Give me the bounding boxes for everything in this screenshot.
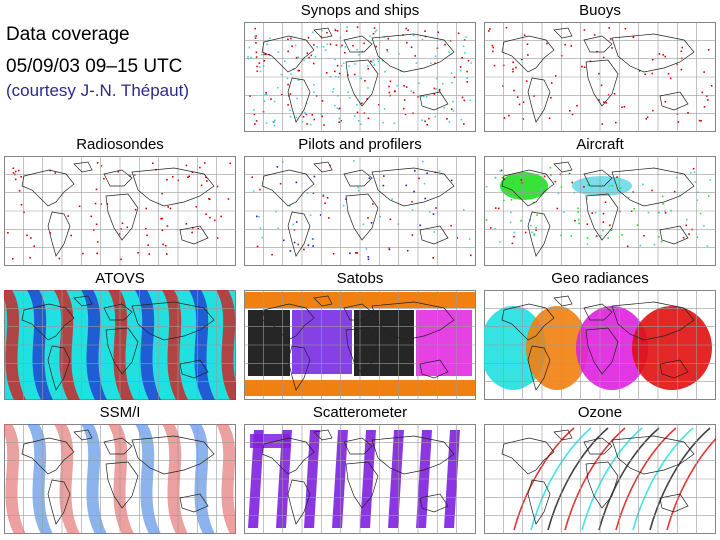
panel-label: Ozone: [577, 404, 623, 421]
courtesy-credit: (courtesy J-.N. Thépaut): [6, 81, 189, 100]
coverage-map: [244, 424, 476, 534]
coverage-map: [484, 424, 716, 534]
coverage-map: [4, 290, 236, 400]
panel-label: Synops and ships: [300, 2, 420, 19]
coverage-map: [484, 156, 716, 266]
coverage-map: [4, 156, 236, 266]
coverage-map: [484, 22, 716, 132]
panel-label: Satobs: [336, 270, 384, 287]
panel-label: Aircraft: [576, 136, 624, 153]
coverage-map: [4, 424, 236, 534]
coverage-map: [244, 22, 476, 132]
coverage-map: [244, 156, 476, 266]
panel-label: Radiosondes: [76, 136, 164, 153]
coverage-map: [244, 290, 476, 400]
panel-label: Scatterometer: [312, 404, 408, 421]
panel-label: SSM/I: [99, 404, 141, 421]
coverage-map: [484, 290, 716, 400]
panel-label: Buoys: [579, 2, 621, 19]
panel-label: Pilots and profilers: [298, 136, 422, 153]
date-range-text: 05/09/03 09–15 UTC: [6, 56, 183, 77]
panel-label: ATOVS: [95, 270, 145, 287]
panel-label: Geo radiances: [551, 270, 649, 287]
data-coverage-title: Data coverage: [6, 24, 130, 45]
